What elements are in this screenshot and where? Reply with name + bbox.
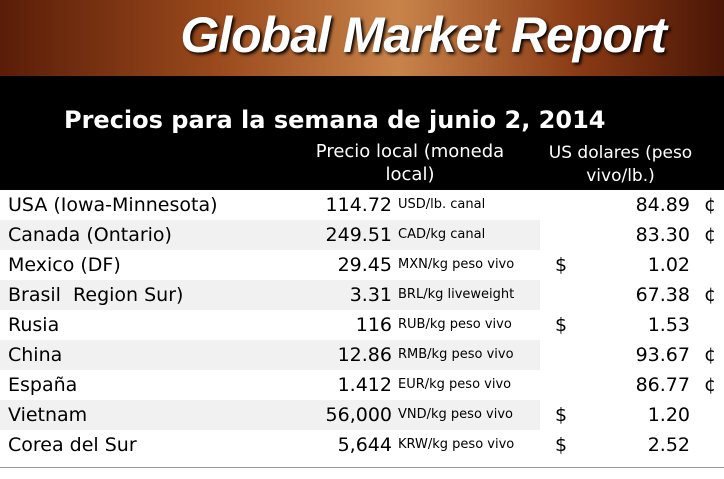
title: Global Market Report bbox=[180, 7, 667, 63]
cents-sign: ¢ bbox=[704, 284, 717, 306]
table-row: Brasil Region Sur) 3.31 BRL/kg liveweight 6… bbox=[0, 280, 724, 310]
header-band bbox=[0, 76, 724, 190]
usd-price: 84.89 bbox=[635, 194, 690, 216]
unit: CAD/kg canal bbox=[398, 227, 486, 242]
usd-price: 2.52 bbox=[647, 434, 690, 456]
country: Vietnam bbox=[8, 404, 88, 426]
unit: MXN/kg peso vivo bbox=[398, 257, 515, 272]
usd-price: 83.30 bbox=[635, 224, 690, 246]
country: China bbox=[8, 344, 63, 366]
country: Canada (Ontario) bbox=[8, 224, 172, 246]
table-row: Mexico (DF) 29.45 MXN/kg peso vivo $1.02 bbox=[0, 250, 724, 280]
row-stripe bbox=[0, 400, 540, 430]
column-header: Precio local (moneda local) bbox=[315, 141, 505, 185]
local-price: 12.86 bbox=[337, 344, 392, 366]
unit: EUR/kg peso vivo bbox=[398, 377, 512, 392]
unit: RMB/kg peso vivo bbox=[398, 347, 514, 362]
usd-price: 1.20 bbox=[647, 404, 690, 426]
row-stripe bbox=[0, 220, 540, 250]
currency-sign: $ bbox=[555, 404, 568, 426]
unit: VND/kg peso vivo bbox=[398, 407, 513, 422]
local-price: 114.72 bbox=[325, 194, 392, 216]
row-stripe bbox=[0, 280, 540, 310]
country: Brasil Region Sur) bbox=[8, 284, 184, 306]
cents-sign: ¢ bbox=[704, 224, 717, 246]
usd-price: 93.67 bbox=[635, 344, 690, 366]
currency-sign: $ bbox=[555, 254, 568, 276]
table-row: Canada (Ontario) 249.51 CAD/kg canal 83.30 ¢ bbox=[0, 220, 724, 250]
usd-price: 86.77 bbox=[635, 374, 690, 396]
column-header: US dolares (peso vivo/lb.) bbox=[548, 143, 693, 186]
country: USA (Iowa-Minnesota) bbox=[8, 194, 218, 216]
local-price: 56,000 bbox=[325, 404, 392, 426]
currency-sign: $ bbox=[555, 434, 568, 456]
local-price: 5,644 bbox=[337, 434, 392, 456]
local-price: 116 bbox=[355, 314, 392, 336]
table-row: China 12.86 RMB/kg peso vivo 93.67 ¢ bbox=[0, 340, 724, 370]
cents-sign: ¢ bbox=[704, 344, 717, 366]
local-price: 3.31 bbox=[349, 284, 392, 306]
cents-sign: ¢ bbox=[704, 194, 717, 216]
unit: BRL/kg liveweight bbox=[398, 287, 515, 302]
unit: RUB/kg peso vivo bbox=[398, 317, 512, 332]
usd-price: 1.53 bbox=[647, 314, 690, 336]
country: España bbox=[8, 374, 78, 396]
subtitle: Precios para la semana de junio 2, 2014 bbox=[64, 106, 606, 134]
local-price: 1.412 bbox=[337, 374, 392, 396]
table-row: Vietnam 56,000 VND/kg peso vivo $1.20 bbox=[0, 400, 724, 430]
unit: USD/lb. canal bbox=[398, 197, 486, 212]
currency-sign: $ bbox=[555, 314, 568, 336]
country: Rusia bbox=[8, 314, 60, 336]
rule bbox=[0, 467, 724, 468]
banner: Global Market Report bbox=[0, 0, 724, 76]
table-row: España 1.412 EUR/kg peso vivo 86.77 ¢ bbox=[0, 370, 724, 400]
cents-sign: ¢ bbox=[704, 374, 717, 396]
row-stripe bbox=[0, 340, 540, 370]
table-row: Corea del Sur 5,644 KRW/kg peso vivo $2.52 bbox=[0, 430, 724, 460]
country: Mexico (DF) bbox=[8, 254, 121, 276]
table-row: Rusia 116 RUB/kg peso vivo $1.53 bbox=[0, 310, 724, 340]
country: Corea del Sur bbox=[8, 434, 137, 456]
usd-price: 1.02 bbox=[647, 254, 690, 276]
unit: KRW/kg peso vivo bbox=[398, 437, 515, 452]
local-price: 249.51 bbox=[325, 224, 392, 246]
table-row: USA (Iowa-Minnesota) 114.72 USD/lb. canal 8… bbox=[0, 190, 724, 220]
local-price: 29.45 bbox=[337, 254, 392, 276]
usd-price: 67.38 bbox=[635, 284, 690, 306]
